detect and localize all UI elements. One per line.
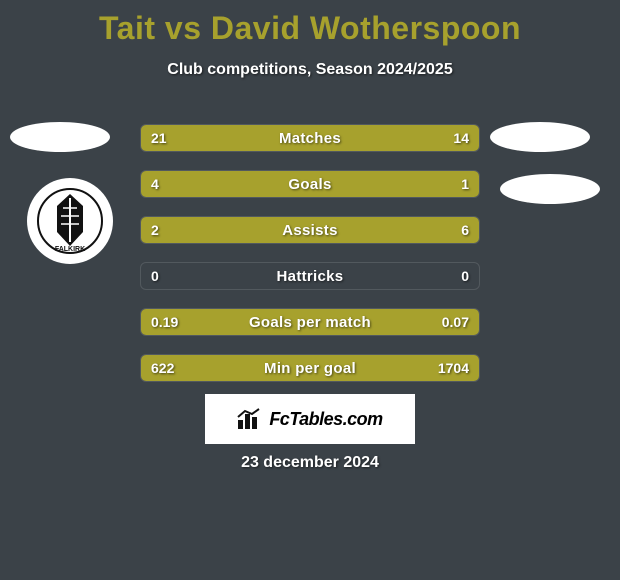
club-crest-icon: FALKIRK (37, 188, 103, 254)
brand-attribution[interactable]: FcTables.com (205, 394, 415, 444)
club-badge-right (500, 174, 600, 204)
comparison-chart: 2114Matches 41Goals 26Assists 00Hattricks 0.… (140, 124, 480, 400)
stat-row: 26Assists (140, 216, 480, 244)
stat-label: Assists (141, 217, 479, 243)
brand-text: FcTables.com (269, 409, 382, 430)
stat-label: Hattricks (141, 263, 479, 289)
stat-row: 2114Matches (140, 124, 480, 152)
stat-label: Min per goal (141, 355, 479, 381)
svg-text:FALKIRK: FALKIRK (55, 246, 85, 253)
stat-row: 41Goals (140, 170, 480, 198)
stat-row: 00Hattricks (140, 262, 480, 290)
club-badge-left: FALKIRK (27, 178, 113, 264)
stat-label: Goals per match (141, 309, 479, 335)
player-photo-left (10, 122, 110, 152)
bar-chart-icon (237, 408, 263, 430)
page-title: Tait vs David Wotherspoon (0, 0, 620, 47)
stat-label: Goals (141, 171, 479, 197)
date-caption: 23 december 2024 (0, 454, 620, 472)
player-photo-right (490, 122, 590, 152)
stat-row: 0.190.07Goals per match (140, 308, 480, 336)
subtitle: Club competitions, Season 2024/2025 (0, 61, 620, 79)
stat-row: 6221704Min per goal (140, 354, 480, 382)
stat-label: Matches (141, 125, 479, 151)
